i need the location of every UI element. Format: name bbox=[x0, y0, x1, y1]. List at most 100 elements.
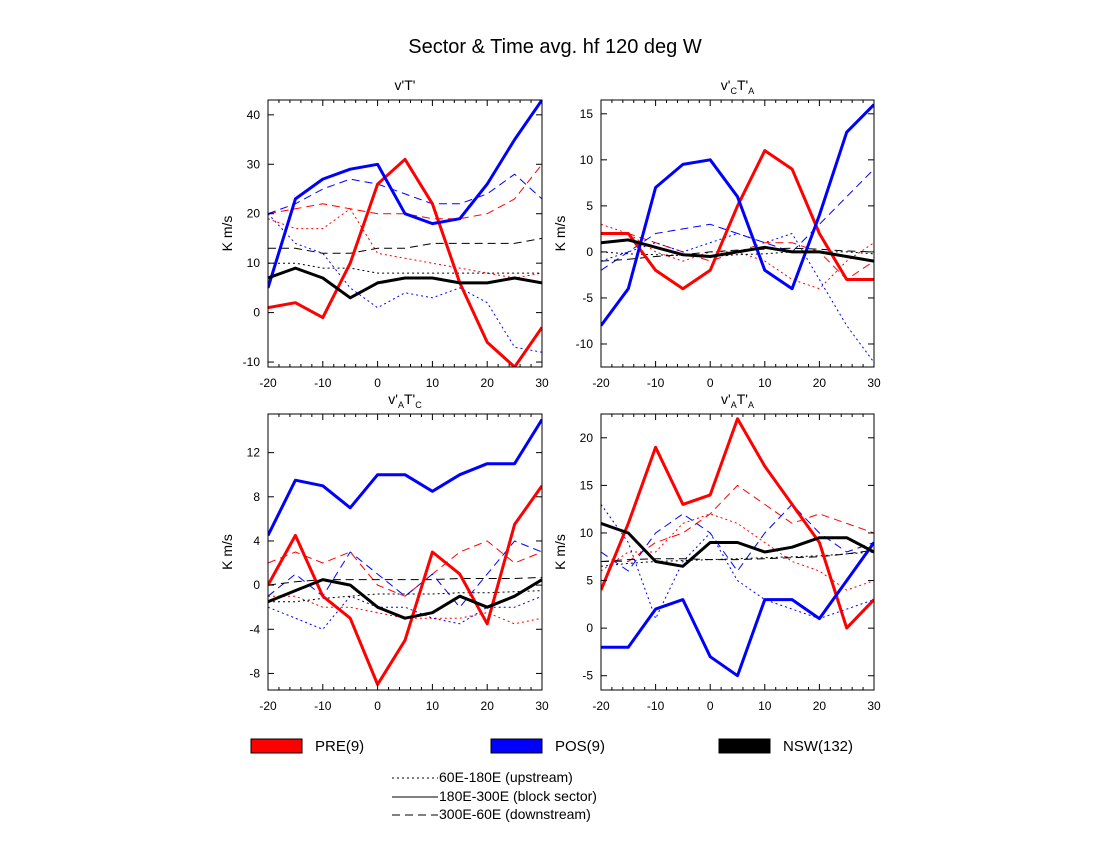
legend-sector-dashed: 300E-60E (downstream) bbox=[392, 806, 591, 822]
series-line-nsw-upstream bbox=[268, 590, 542, 603]
y-tick-label: 30 bbox=[247, 157, 261, 171]
y-tick-label: 4 bbox=[253, 534, 260, 548]
x-tick-label: -20 bbox=[259, 699, 277, 713]
plot-frame bbox=[600, 99, 875, 368]
x-tick-label: 0 bbox=[374, 699, 381, 713]
series-line-nsw-block bbox=[268, 266, 542, 300]
legend-swatch bbox=[250, 738, 303, 754]
y-tick-label: 10 bbox=[580, 526, 594, 540]
y-tick-label: 10 bbox=[580, 153, 594, 167]
series-line-nsw-upstream bbox=[268, 262, 542, 274]
series-line-nsw-downstream bbox=[268, 237, 542, 254]
series-line-nsw-downstream bbox=[268, 576, 542, 586]
x-tick-label: 30 bbox=[867, 376, 881, 390]
legend-label: PRE(9) bbox=[315, 738, 364, 755]
series-line-pos-block bbox=[268, 418, 542, 537]
series-line-pre-upstream bbox=[268, 208, 542, 279]
legend-sector-label: 60E-180E (upstream) bbox=[439, 769, 573, 785]
x-tick-label: -20 bbox=[592, 376, 610, 390]
plot-frame bbox=[267, 413, 543, 691]
y-tick-label: -10 bbox=[576, 337, 594, 351]
x-tick-label: 10 bbox=[758, 376, 772, 390]
panel-1: -20 -10 0 10 20 30 -10 0 10 20 30 40 K m/s v'T' bbox=[219, 77, 549, 390]
x-tick-label: 20 bbox=[481, 699, 495, 713]
legend-sector-label: 180E-300E (block sector) bbox=[439, 788, 597, 804]
x-tick-label: 20 bbox=[813, 376, 827, 390]
y-tick-label: 40 bbox=[247, 108, 261, 122]
y-tick-label: 12 bbox=[247, 446, 261, 460]
x-tick-label: -10 bbox=[314, 699, 332, 713]
panel-title: v'T' bbox=[395, 77, 416, 93]
panel-title: v'CT'A bbox=[721, 77, 754, 96]
y-tick-label: -4 bbox=[249, 622, 260, 636]
series-line-nsw-upstream bbox=[601, 251, 874, 257]
x-tick-label: 0 bbox=[374, 376, 381, 390]
series-line-nsw-downstream bbox=[601, 549, 874, 562]
series-line-pos-downstream bbox=[268, 173, 542, 215]
series-line-pos-block bbox=[601, 541, 874, 678]
y-tick-label: -5 bbox=[582, 291, 593, 305]
y-tick-label: 8 bbox=[253, 490, 260, 504]
panel-title: v'AT'C bbox=[388, 391, 422, 410]
legend-sector-dotted: 60E-180E (upstream) bbox=[392, 769, 573, 785]
y-tick-label: 15 bbox=[580, 107, 594, 121]
series-line-pre-downstream bbox=[268, 540, 542, 597]
y-tick-label: 0 bbox=[253, 306, 260, 320]
series-line-pos-downstream bbox=[601, 503, 874, 572]
series-line-pos-block bbox=[601, 103, 874, 327]
plot-frame bbox=[600, 413, 875, 691]
series-group bbox=[268, 418, 542, 686]
y-tick-label: 20 bbox=[247, 207, 261, 221]
x-tick-label: 30 bbox=[535, 376, 549, 390]
legend-sector-solid: 180E-300E (block sector) bbox=[392, 788, 597, 804]
series-line-nsw-block bbox=[601, 238, 874, 263]
series-line-pre-block bbox=[601, 417, 874, 630]
series-line-pos-upstream bbox=[601, 504, 874, 620]
legend-item-nsw: NSW(132) bbox=[718, 738, 853, 755]
y-tick-label: 5 bbox=[586, 199, 593, 213]
y-tick-label: -5 bbox=[582, 669, 593, 683]
legend-sector-label: 300E-60E (downstream) bbox=[439, 806, 591, 822]
series-line-pre-block bbox=[601, 149, 874, 291]
x-tick-label: 0 bbox=[707, 376, 714, 390]
series-line-pre-block bbox=[268, 157, 542, 367]
y-tick-label: 5 bbox=[586, 574, 593, 588]
series-group bbox=[601, 417, 874, 678]
y-axis-label: K m/s bbox=[552, 216, 568, 252]
x-tick-label: 30 bbox=[535, 699, 549, 713]
x-tick-label: -20 bbox=[592, 699, 610, 713]
legend-swatch bbox=[490, 738, 543, 754]
series-group bbox=[268, 100, 542, 367]
y-tick-label: -8 bbox=[249, 666, 260, 680]
y-tick-label: 0 bbox=[586, 245, 593, 259]
panel-3: -20 -10 0 10 20 30 -8 -4 0 4 8 12 K m/s v'AT'C bbox=[219, 391, 549, 713]
x-tick-label: -10 bbox=[314, 376, 332, 390]
y-axis-label: K m/s bbox=[552, 534, 568, 570]
x-tick-label: 10 bbox=[426, 699, 440, 713]
x-tick-label: -20 bbox=[259, 376, 277, 390]
y-tick-label: 20 bbox=[580, 431, 594, 445]
legend: PRE(9) POS(9) NSW(132) 60E-180E (upstream) 1… bbox=[250, 738, 853, 822]
series-line-pos-upstream bbox=[268, 213, 542, 353]
legend-label: POS(9) bbox=[555, 738, 605, 755]
legend-item-pos: POS(9) bbox=[490, 738, 605, 755]
series-group bbox=[601, 103, 874, 363]
series-line-nsw-upstream bbox=[601, 551, 874, 567]
x-tick-label: 20 bbox=[481, 376, 495, 390]
x-tick-label: 10 bbox=[426, 376, 440, 390]
x-tick-label: 30 bbox=[867, 699, 881, 713]
x-tick-label: 0 bbox=[707, 699, 714, 713]
y-tick-label: -10 bbox=[243, 355, 261, 369]
legend-item-pre: PRE(9) bbox=[250, 738, 364, 755]
series-line-pre-downstream bbox=[268, 163, 542, 220]
legend-swatch bbox=[718, 738, 771, 754]
y-tick-label: 10 bbox=[247, 256, 261, 270]
panel-2: -20 -10 0 10 20 30 -10 -5 0 5 10 15 K m/s v'CT'A bbox=[552, 77, 881, 390]
panel-4: -20 -10 0 10 20 30 -5 0 5 10 15 20 K m/s v'AT'A bbox=[552, 391, 881, 713]
series-line-pos-downstream bbox=[268, 540, 542, 608]
y-axis-label: K m/s bbox=[219, 534, 235, 570]
x-tick-label: 10 bbox=[758, 699, 772, 713]
series-line-nsw-block bbox=[268, 578, 542, 620]
